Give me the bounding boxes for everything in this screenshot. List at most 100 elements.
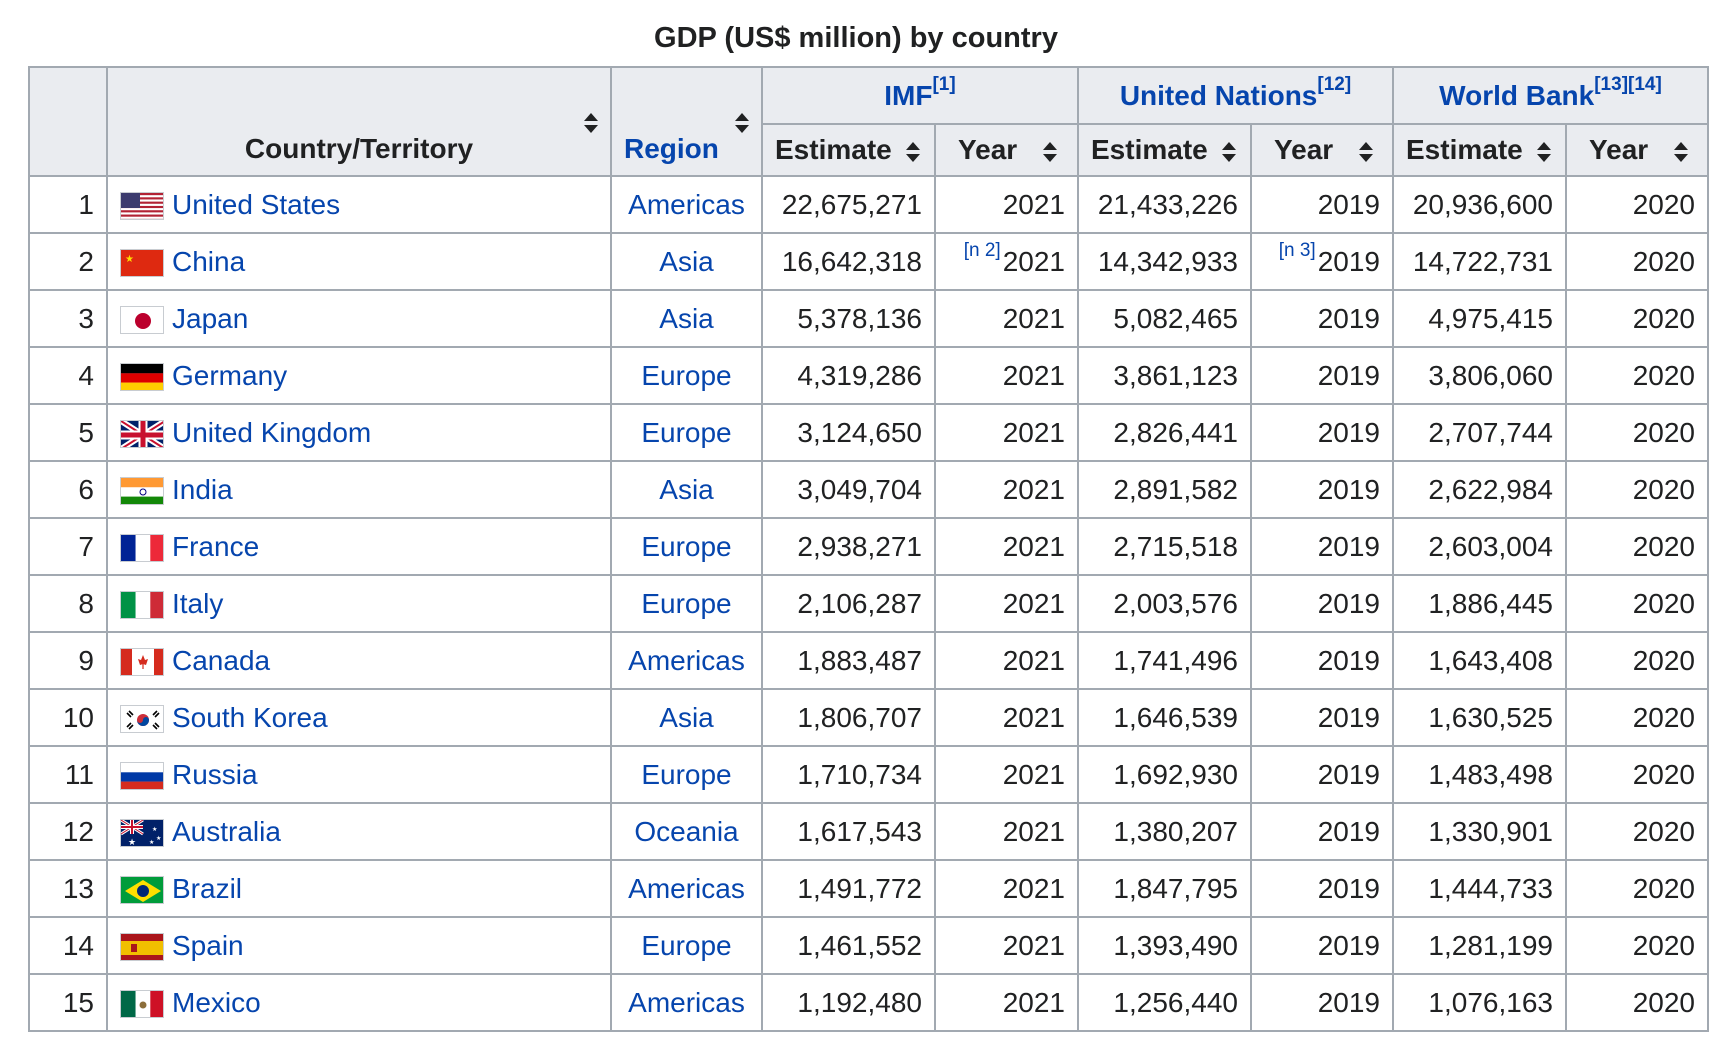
country-link[interactable]: Spain [172,929,244,961]
region-link[interactable]: Europe [641,758,732,790]
year-value: 2021 [1002,188,1065,220]
un-estimate-cell: 1,646,539 [1077,688,1252,747]
un-estimate-cell: 3,861,123 [1077,346,1252,405]
imf-ref[interactable]: [1] [932,73,956,95]
region-cell: Europe [610,403,763,462]
country-link[interactable]: Russia [172,758,258,790]
region-link[interactable]: Asia [659,473,714,505]
region-link[interactable]: Asia [659,302,714,334]
region-link[interactable]: Asia [659,245,714,277]
region-link[interactable]: Asia [659,701,714,733]
svg-text:★: ★ [152,826,157,833]
region-link[interactable]: Europe [641,416,732,448]
region-link[interactable]: Americas [628,986,745,1018]
rank-cell: 1 [28,175,108,234]
country-link[interactable]: Mexico [172,986,261,1018]
country-link[interactable]: Italy [172,587,224,619]
un-estimate-cell: 2,003,576 [1077,574,1252,633]
note-ref[interactable]: [n 2] [963,239,1001,261]
country-header[interactable]: Country/Territory [106,66,612,177]
wb-estimate-cell: 20,936,600 [1392,175,1567,234]
wb-year-cell: 2020 [1565,631,1709,690]
country-cell: Russia [106,745,612,804]
wb-link[interactable]: World Bank [1439,79,1595,111]
region-link[interactable]: Americas [628,188,745,220]
un-estimate-header[interactable]: Estimate [1077,123,1252,177]
sort-icon[interactable] [1043,141,1058,163]
sort-icon[interactable] [1221,141,1236,163]
un-year-cell: 2019 [1250,460,1394,519]
country-link[interactable]: Brazil [172,872,243,904]
un-year-cell: 2019 [1250,175,1394,234]
country-link[interactable]: Australia [172,815,281,847]
region-link[interactable]: Europe [641,587,732,619]
imf-estimate-header[interactable]: Estimate [761,123,936,177]
country-link[interactable]: United States [172,188,341,220]
wb-estimate-cell: 14,722,731 [1392,232,1567,291]
region-link[interactable]: Oceania [634,815,739,847]
country-link[interactable]: France [172,530,260,562]
country-link[interactable]: Japan [172,302,249,334]
sort-icon[interactable] [1359,141,1374,163]
table-row: 2 ★ China Asia 16,642,318 [n 2]2021 14,342,933… [28,232,1709,291]
mx-flag-icon [120,990,164,1019]
kr-flag-icon [120,705,164,734]
wb-estimate-cell: 1,643,408 [1392,631,1567,690]
note-ref[interactable]: [n 3] [1278,239,1316,261]
imf-year-cell: 2021 [934,517,1079,576]
sort-icon[interactable] [735,112,749,134]
imf-year-cell: 2021 [934,631,1079,690]
region-cell: Asia [610,232,763,291]
country-link[interactable]: Germany [172,359,288,391]
country-link[interactable]: India [172,473,233,505]
region-header[interactable]: Region [610,66,763,177]
rank-cell: 10 [28,688,108,747]
table-row: 6 India Asia 3,049,704 2021 2,891,582 2019 2,62… [28,460,1709,519]
country-link[interactable]: Canada [172,644,271,676]
region-link[interactable]: Europe [641,929,732,961]
region-link[interactable]: Europe [641,359,732,391]
year-value: 2019 [1317,986,1380,1018]
country-link[interactable]: United Kingdom [172,416,372,448]
sort-icon[interactable] [905,141,920,163]
country-link[interactable]: South Korea [172,701,328,733]
rank-cell: 14 [28,916,108,975]
country-cell: Mexico [106,973,612,1032]
region-cell: Americas [610,973,763,1032]
region-link[interactable]: Americas [628,644,745,676]
sort-icon[interactable] [584,112,598,134]
imf-link[interactable]: IMF [884,79,933,111]
un-year-header[interactable]: Year [1250,123,1394,177]
wb-year-header[interactable]: Year [1565,123,1709,177]
un-link[interactable]: United Nations [1119,79,1318,111]
gb-flag-icon [120,420,164,449]
svg-text:★: ★ [149,839,154,846]
imf-year-cell: [n 2]2021 [934,232,1079,291]
region-header-link[interactable]: Region [624,133,719,164]
imf-year-header[interactable]: Year [934,123,1079,177]
wb-estimate-cell: 1,444,733 [1392,859,1567,918]
table-row: 3 Japan Asia 5,378,136 2021 5,082,465 2019 4,97… [28,289,1709,348]
year-value: 2021 [1002,758,1065,790]
wb-estimate-header[interactable]: Estimate [1392,123,1567,177]
sort-icon[interactable] [1536,141,1551,163]
region-link[interactable]: Americas [628,872,745,904]
country-cell: France [106,517,612,576]
imf-estimate-cell: 5,378,136 [761,289,936,348]
wb-ref[interactable]: [13][14] [1594,73,1662,95]
country-link[interactable]: China [172,245,246,277]
region-link[interactable]: Europe [641,530,732,562]
wb-year-cell: 2020 [1565,460,1709,519]
year-label: Year [1274,134,1334,165]
country-cell: ★ ★ ★ ★ Australia [106,802,612,861]
country-cell: Italy [106,574,612,633]
un-ref[interactable]: [12] [1317,73,1352,95]
sort-icon[interactable] [1674,141,1689,163]
year-value: 2021 [1002,644,1065,676]
wb-year-cell: 2020 [1565,745,1709,804]
ca-flag-icon [120,648,164,677]
region-cell: Americas [610,175,763,234]
rank-cell: 13 [28,859,108,918]
table-row: 15 Mexico Americas 1,192,480 2021 1,256,440 20… [28,973,1709,1032]
region-cell: Asia [610,688,763,747]
